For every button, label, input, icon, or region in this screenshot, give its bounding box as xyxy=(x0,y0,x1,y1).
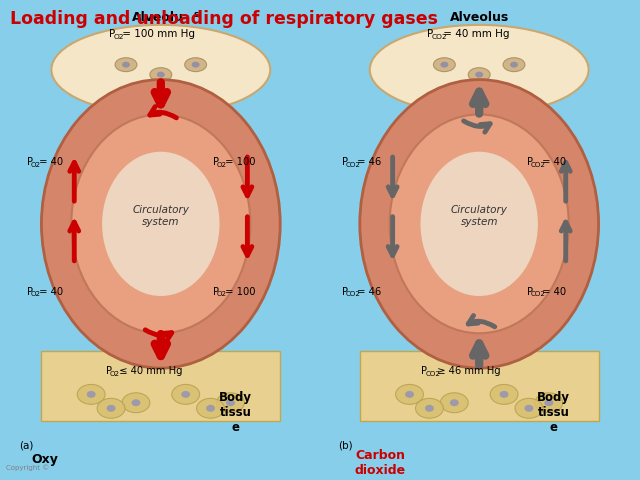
Text: O2: O2 xyxy=(31,291,40,297)
Text: ≤ 40 mm Hg: ≤ 40 mm Hg xyxy=(116,366,182,376)
Text: Alveolus: Alveolus xyxy=(449,12,509,24)
Text: s: s xyxy=(194,11,199,19)
Ellipse shape xyxy=(360,80,598,368)
Ellipse shape xyxy=(115,58,137,72)
Text: Loading and unloading of respiratory gases: Loading and unloading of respiratory gas… xyxy=(10,10,438,28)
Text: = 46: = 46 xyxy=(355,287,381,297)
Text: P: P xyxy=(109,29,115,39)
Text: Copyright ©: Copyright © xyxy=(6,464,49,471)
Text: P: P xyxy=(422,366,428,376)
Ellipse shape xyxy=(226,399,235,406)
Ellipse shape xyxy=(510,62,518,68)
Text: = 100: = 100 xyxy=(222,157,255,167)
Ellipse shape xyxy=(370,25,589,114)
Ellipse shape xyxy=(191,62,200,68)
Text: O2: O2 xyxy=(31,162,40,168)
Text: P: P xyxy=(212,157,218,167)
Text: Circulatory
system: Circulatory system xyxy=(451,205,508,227)
Text: (a): (a) xyxy=(20,441,34,451)
Text: CO2: CO2 xyxy=(531,291,546,297)
Text: = 40: = 40 xyxy=(36,157,63,167)
Ellipse shape xyxy=(500,391,509,398)
Text: ≥ 46 mm Hg: ≥ 46 mm Hg xyxy=(434,366,500,376)
Ellipse shape xyxy=(450,399,459,406)
Text: CO2: CO2 xyxy=(426,371,440,377)
Text: O2: O2 xyxy=(216,162,227,168)
Text: P: P xyxy=(428,29,434,39)
Text: O2: O2 xyxy=(110,371,120,377)
Ellipse shape xyxy=(524,405,533,412)
Ellipse shape xyxy=(157,72,164,78)
Ellipse shape xyxy=(440,393,468,413)
Text: (b): (b) xyxy=(338,441,353,451)
Ellipse shape xyxy=(405,391,414,398)
Text: P: P xyxy=(342,287,348,297)
Text: Oxy: Oxy xyxy=(31,453,58,466)
Ellipse shape xyxy=(196,398,225,418)
Ellipse shape xyxy=(107,405,116,412)
Text: = 40: = 40 xyxy=(540,287,566,297)
Text: CO2: CO2 xyxy=(346,162,361,168)
Text: P: P xyxy=(527,157,533,167)
Text: O2: O2 xyxy=(113,34,124,40)
Ellipse shape xyxy=(390,114,569,333)
Text: Circulatory
system: Circulatory system xyxy=(132,205,189,227)
Ellipse shape xyxy=(425,405,434,412)
Ellipse shape xyxy=(216,393,244,413)
Ellipse shape xyxy=(42,80,280,368)
Text: = 40: = 40 xyxy=(540,157,566,167)
Text: Carbon
dioxide: Carbon dioxide xyxy=(355,449,406,477)
Text: P: P xyxy=(106,366,112,376)
Ellipse shape xyxy=(172,384,200,404)
Text: = 100: = 100 xyxy=(222,287,255,297)
Ellipse shape xyxy=(97,398,125,418)
Ellipse shape xyxy=(490,384,518,404)
Text: = 100 mm Hg: = 100 mm Hg xyxy=(119,29,195,39)
Ellipse shape xyxy=(102,152,220,296)
Ellipse shape xyxy=(396,384,424,404)
Bar xyxy=(42,351,280,421)
Ellipse shape xyxy=(86,391,95,398)
Ellipse shape xyxy=(122,62,130,68)
Ellipse shape xyxy=(51,25,270,114)
Text: = 40: = 40 xyxy=(36,287,63,297)
Ellipse shape xyxy=(476,72,483,78)
Ellipse shape xyxy=(433,58,455,72)
Ellipse shape xyxy=(71,114,250,333)
Ellipse shape xyxy=(122,393,150,413)
Ellipse shape xyxy=(420,152,538,296)
Ellipse shape xyxy=(206,405,215,412)
Text: P: P xyxy=(212,287,218,297)
Ellipse shape xyxy=(415,398,444,418)
Ellipse shape xyxy=(150,68,172,82)
Ellipse shape xyxy=(515,398,543,418)
Text: P: P xyxy=(342,157,348,167)
Ellipse shape xyxy=(468,68,490,82)
Text: P: P xyxy=(26,157,33,167)
Text: CO2: CO2 xyxy=(346,291,361,297)
Text: CO2: CO2 xyxy=(531,162,546,168)
Ellipse shape xyxy=(503,58,525,72)
Ellipse shape xyxy=(440,62,449,68)
Text: Body
tissu
e: Body tissu e xyxy=(219,391,252,434)
Ellipse shape xyxy=(535,393,563,413)
Text: = 40 mm Hg: = 40 mm Hg xyxy=(440,29,510,39)
Ellipse shape xyxy=(131,399,140,406)
Text: = 46: = 46 xyxy=(355,157,381,167)
Text: Body
tissu
e: Body tissu e xyxy=(538,391,570,434)
Text: P: P xyxy=(527,287,533,297)
Ellipse shape xyxy=(545,399,554,406)
Ellipse shape xyxy=(77,384,105,404)
Text: CO2: CO2 xyxy=(431,34,447,40)
Text: Alveolu: Alveolu xyxy=(132,12,184,24)
Ellipse shape xyxy=(181,391,190,398)
Ellipse shape xyxy=(185,58,207,72)
Bar xyxy=(360,351,598,421)
Text: O2: O2 xyxy=(216,291,227,297)
Text: P: P xyxy=(26,287,33,297)
